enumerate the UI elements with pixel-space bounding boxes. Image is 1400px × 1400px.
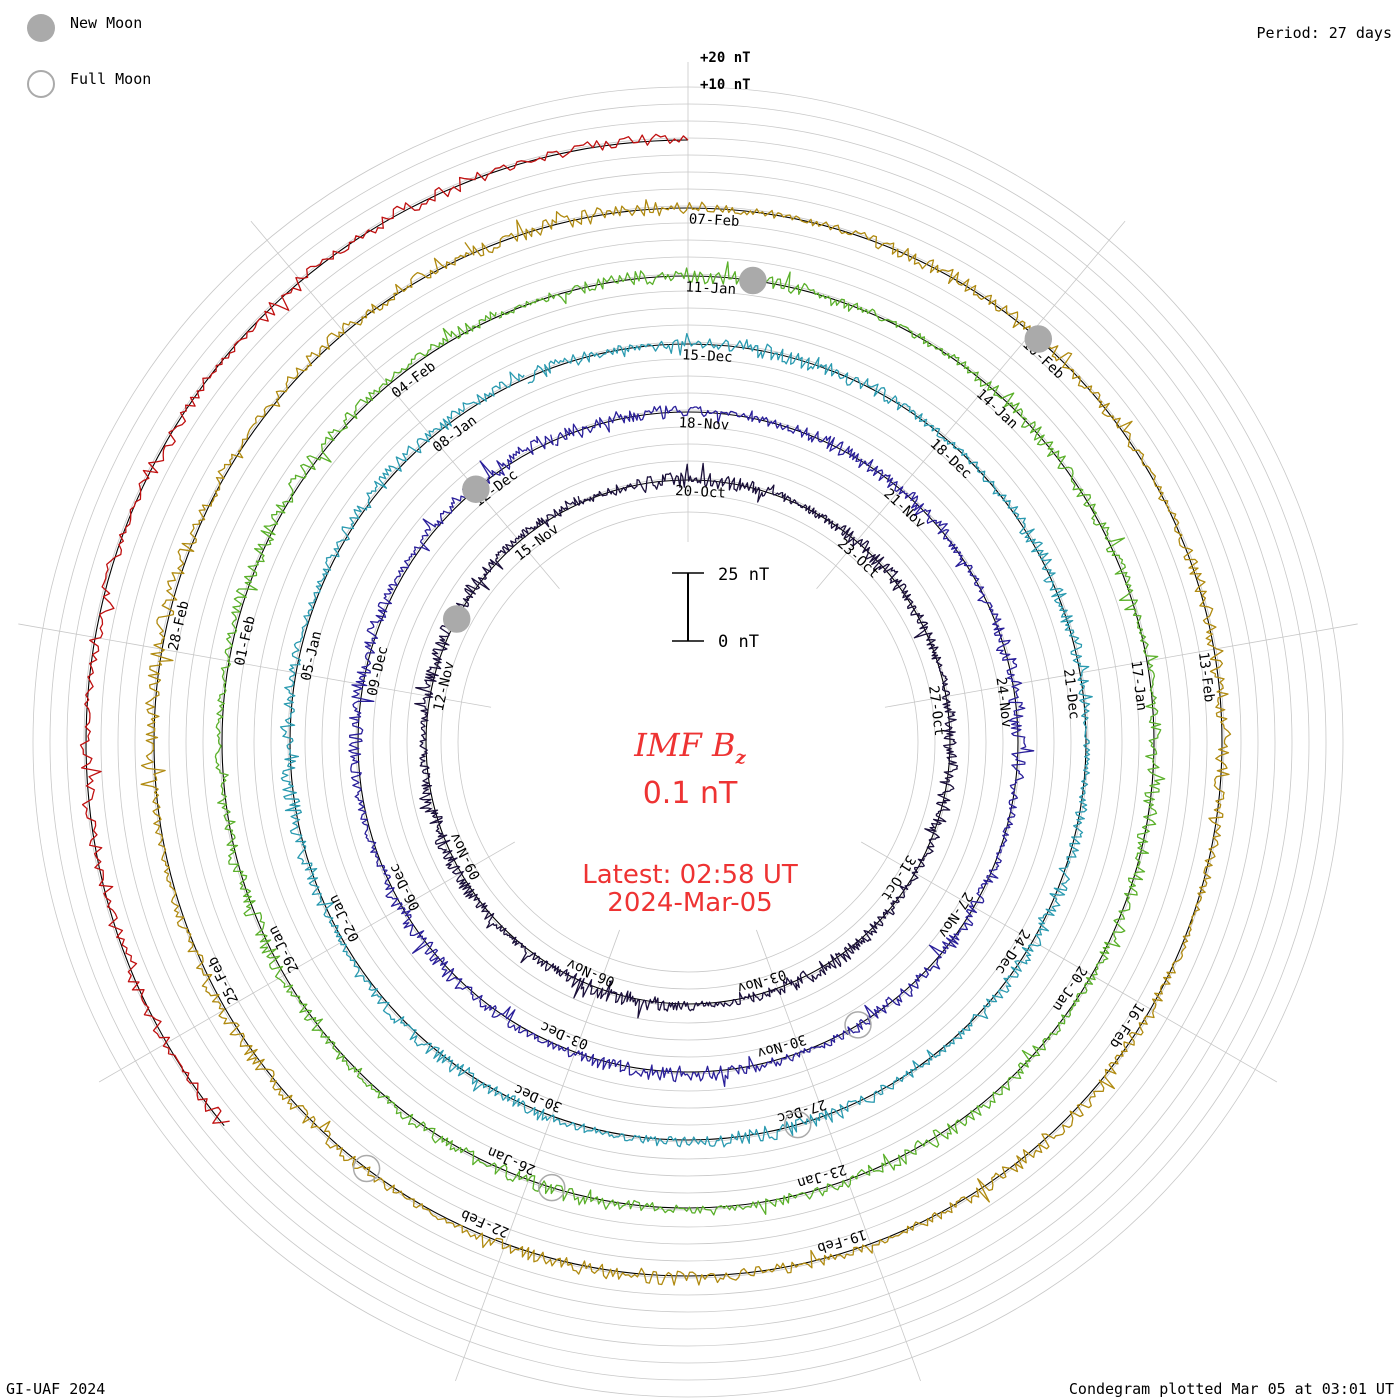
grid-spoke [756, 929, 921, 1382]
date-label: 07-Feb [688, 211, 739, 230]
grid-spoke [250, 220, 560, 590]
series-line-1 [414, 462, 959, 1019]
series-layer [79, 133, 1232, 1286]
grid-spoke [861, 841, 1278, 1083]
legend-new-moon-dot [27, 14, 55, 42]
center-value: 0.1 nT [642, 776, 738, 811]
period-label: Period: 27 days [1256, 24, 1392, 42]
date-label: 22-Feb [459, 1206, 512, 1240]
center-latest-time: Latest: 02:58 UT [582, 860, 798, 890]
moon-layer [352, 266, 1053, 1202]
baseline-circle [289, 343, 1087, 1141]
legend-new-moon-label: New Moon [70, 14, 143, 32]
date-label: 27-Oct [925, 685, 947, 737]
date-label: 26-Jan [485, 1143, 538, 1177]
scale-bottom-label: 0 nT [718, 632, 759, 652]
ring-10-label: +10 nT [700, 77, 751, 93]
new-moon-marker [442, 605, 471, 633]
date-label: 28-Feb [166, 599, 193, 652]
series-line-5 [140, 199, 1232, 1286]
series-line-3 [279, 332, 1093, 1148]
date-label: 30-Nov [755, 1031, 808, 1061]
grid-spoke [884, 623, 1358, 708]
date-label: 03-Dec [538, 1018, 591, 1052]
full-moon-marker [352, 1154, 381, 1183]
ring-20-label: +20 nT [700, 50, 751, 66]
grid-spoke [816, 220, 1126, 590]
grid-spoke [18, 623, 492, 708]
date-label: 17-Jan [1127, 660, 1149, 712]
footer-left: GI-UAF 2024 [6, 1380, 106, 1398]
date-label: 24-Nov [993, 676, 1015, 728]
center-variable-subscript: z [735, 747, 746, 769]
date-label: 20-Oct [675, 483, 726, 502]
scale-bar: 25 nT 0 nT [672, 565, 769, 652]
date-label: 21-Dec [1060, 668, 1082, 720]
legend-full-moon-label: Full Moon [70, 70, 152, 88]
date-label: 13-Feb [1195, 651, 1217, 703]
new-moon-marker [1024, 325, 1053, 353]
scale-top-label: 25 nT [718, 565, 769, 585]
footer-right: Condegram plotted Mar 05 at 03:01 UT [1068, 1380, 1394, 1398]
date-label: 11-Jan [685, 279, 736, 298]
legend-full-moon-dot [27, 70, 55, 98]
series-line-2 [348, 405, 1035, 1088]
series-line-6 [79, 133, 689, 1124]
full-moon-marker [783, 1110, 812, 1139]
full-moon-marker [844, 1011, 872, 1039]
date-label: 15-Dec [682, 347, 733, 366]
center-latest-date: 2024-Mar-05 [607, 888, 773, 918]
full-moon-marker [538, 1173, 566, 1202]
date-label: 18-Nov [678, 415, 729, 434]
new-moon-marker [462, 475, 490, 503]
center-variable: IMF Bz [634, 726, 746, 769]
date-label: 01-Feb [232, 614, 259, 667]
series-line-4 [214, 261, 1166, 1216]
new-moon-marker [739, 266, 767, 295]
grid-spoke [98, 841, 515, 1083]
grid-spoke [455, 929, 620, 1382]
date-label: 30-Dec [512, 1080, 565, 1114]
